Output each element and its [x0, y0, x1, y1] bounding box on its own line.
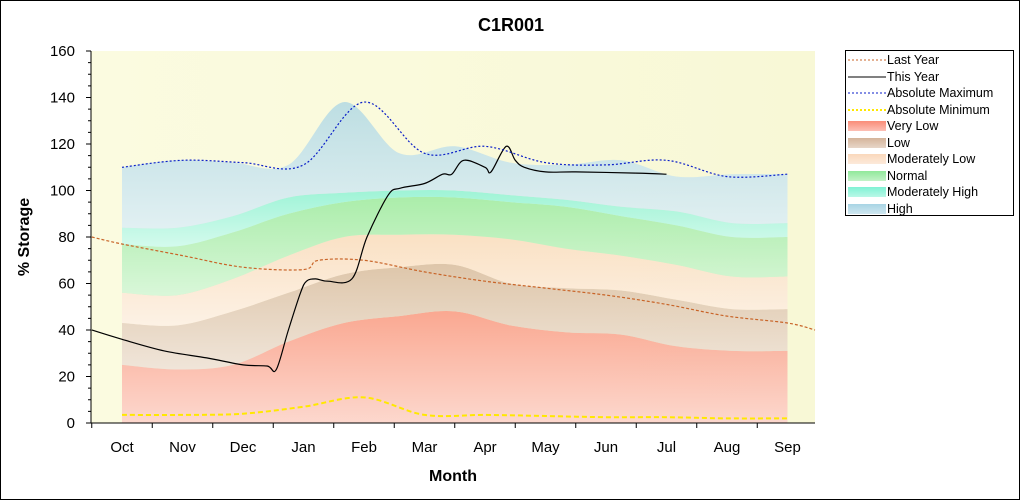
legend-label: Moderately High [887, 185, 979, 199]
y-tick-label: 120 [50, 136, 75, 153]
line-last-year [91, 236, 816, 331]
axes-layer: 0 20 40 60 80 100 120 140 160 Oct Nov Dec Jan Feb Mar A… [50, 43, 815, 456]
legend-label: High [887, 201, 913, 216]
legend-item-normal: Normal [846, 168, 1013, 184]
legend-label: This Year [887, 69, 940, 84]
legend-label: Normal [887, 168, 928, 183]
legend-swatch-very-low [848, 121, 886, 131]
y-axis-title: % Storage [16, 198, 33, 276]
x-tick-label-jul: Jul [657, 439, 676, 456]
band-moderately-low-shade [122, 234, 788, 326]
y-tick-label: 0 [67, 415, 75, 432]
bands-layer [122, 102, 788, 423]
legend-label: Last Year [887, 53, 940, 67]
legend-label: Very Low [887, 119, 939, 133]
chart-title: C1R001 [478, 15, 544, 35]
legend-item-high: High [846, 201, 1013, 217]
y-tick-label: 60 [58, 276, 75, 293]
y-tick-label: 80 [58, 229, 75, 246]
legend-label: Low [887, 135, 910, 150]
band-normal-shade [122, 196, 788, 296]
legend-swatch-absolute-minimum [848, 108, 886, 111]
x-tick-label-aug: Aug [714, 439, 741, 456]
x-tick-label-jun: Jun [594, 439, 618, 456]
x-tick-label-dec: Dec [230, 439, 257, 456]
x-tick-label-feb: Feb [351, 439, 377, 456]
legend-label: Absolute Maximum [887, 86, 994, 100]
legend-swatch-low [848, 137, 886, 148]
legend-swatch-this-year [848, 76, 886, 77]
x-tick-label-mar: Mar [412, 439, 438, 456]
y-tick-label: 140 [50, 90, 75, 107]
y-tick-label: 160 [50, 43, 75, 60]
legend-swatch-moderately-low [848, 154, 886, 164]
x-tick-label-may: May [531, 439, 560, 456]
legend-label: Absolute Minimum [887, 102, 990, 117]
x-tick-label-sep: Sep [774, 439, 801, 456]
lines-layer [91, 101, 816, 420]
x-tick-label-nov: Nov [169, 439, 196, 456]
band-high-shade [122, 102, 788, 229]
legend-item-moderately-high: Moderately High [846, 184, 1013, 200]
legend-label: Moderately Low [887, 152, 976, 166]
band-low-shade [122, 263, 788, 370]
x-tick-label-jan: Jan [291, 439, 315, 456]
legend-swatch-absolute-maximum [848, 92, 886, 94]
legend-item-absolute-minimum: Absolute Minimum [846, 102, 1013, 118]
legend-swatch-high [848, 203, 886, 214]
band-very-low-shade [122, 311, 788, 423]
legend-item-last-year: Last Year [846, 52, 1013, 68]
legend-swatch-normal [848, 170, 886, 181]
legend-item-this-year: This Year [846, 69, 1013, 85]
line-absolute-maximum [121, 101, 788, 178]
legend-swatch-last-year [848, 59, 886, 61]
y-tick-label: 100 [50, 183, 75, 200]
legend-item-moderately-low: Moderately Low [846, 151, 1013, 167]
y-tick-label: 20 [58, 369, 75, 386]
line-this-year [91, 145, 667, 373]
legend-item-absolute-maximum: Absolute Maximum [846, 85, 1013, 101]
x-axis-title: Month [429, 468, 477, 485]
x-tick-label-apr: Apr [473, 439, 496, 456]
y-tick-label: 40 [58, 322, 75, 339]
line-absolute-minimum [121, 396, 788, 420]
x-tick-label-oct: Oct [110, 439, 134, 456]
legend-item-very-low: Very Low [846, 118, 1013, 134]
chart-legend: Last Year This Year Absolute Maximum Absolu… [845, 50, 1014, 216]
legend-swatch-moderately-high [848, 187, 886, 197]
legend-item-low: Low [846, 135, 1013, 151]
band-moderately-high-shade [122, 190, 788, 247]
